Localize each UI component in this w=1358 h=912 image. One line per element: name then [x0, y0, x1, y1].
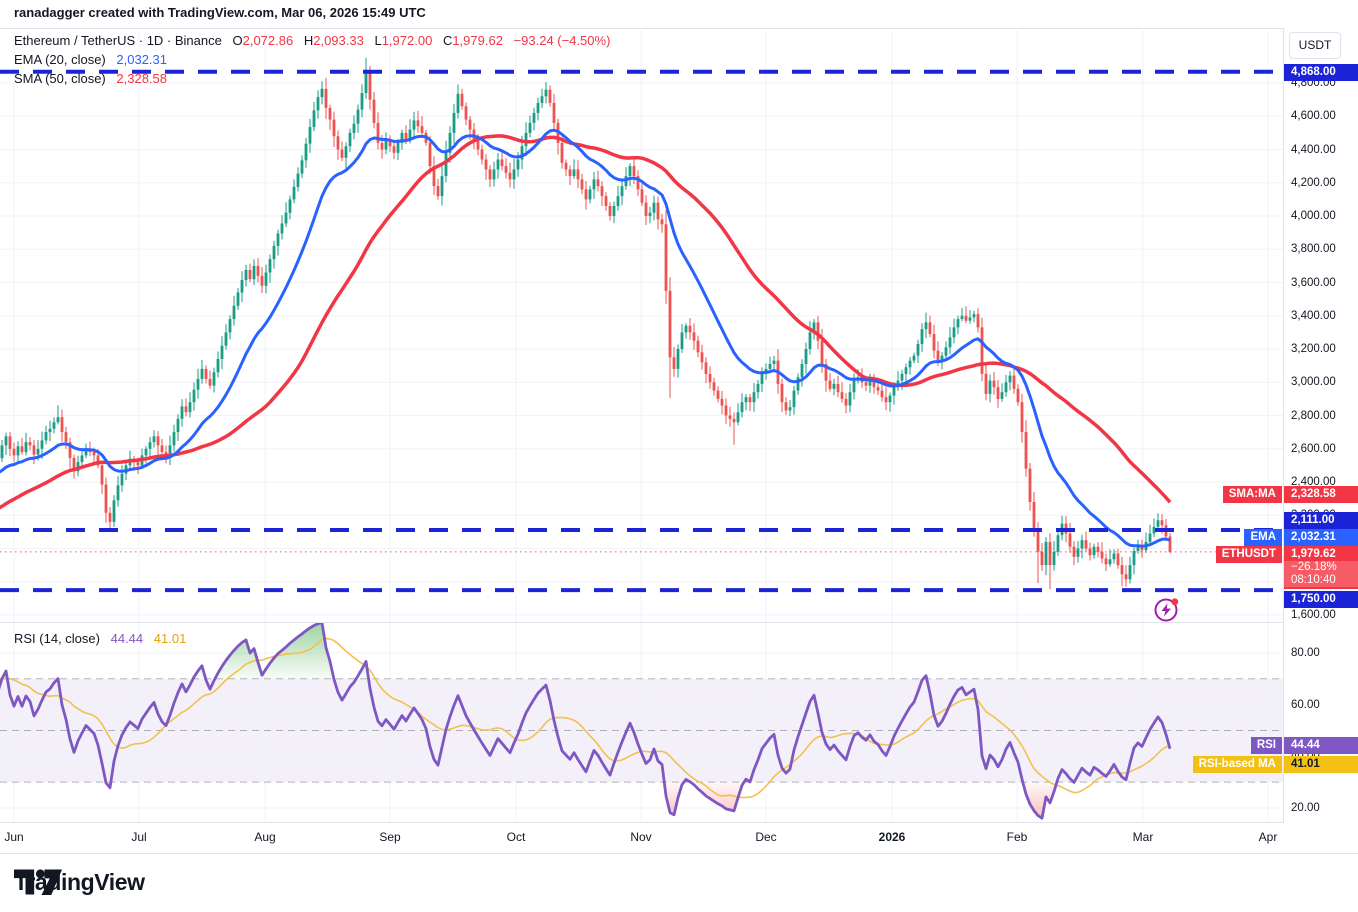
rsi-value-badge: 44.44 — [1284, 736, 1358, 754]
time-axis-label-nov: Nov — [630, 830, 652, 844]
close-value: 1,979.62 — [452, 33, 503, 48]
ema-price-badge: 2,032.31 — [1284, 529, 1358, 547]
rsi-pane-canvas[interactable] — [0, 622, 1283, 822]
time-axis-label-2026: 2026 — [878, 830, 906, 844]
close-label: C — [442, 33, 453, 48]
price-tick-label: 2,400.00 — [1291, 476, 1336, 488]
price-tick-label: 2,800.00 — [1291, 409, 1336, 422]
price-tick-label: 4,600.00 — [1291, 110, 1336, 123]
sma-series-label: SMA:MA — [1222, 485, 1282, 503]
ema-series-label: EMA — [1244, 529, 1282, 547]
attribution-text: ranadagger created with TradingView.com,… — [14, 5, 426, 20]
rsi-ma-value-badge: 41.01 — [1284, 755, 1358, 773]
price-tick-label: 4,200.00 — [1291, 176, 1336, 189]
lightning-alert-icon[interactable] — [1153, 596, 1181, 624]
time-axis-label-apr: Apr — [1258, 830, 1278, 844]
ema-indicator-label[interactable]: EMA (20, close) — [14, 52, 106, 67]
low-value: 1,972.00 — [381, 33, 433, 48]
sma-indicator-value: 2,328.58 — [116, 71, 167, 86]
rsi-ma-value: 41.01 — [153, 631, 187, 646]
price-tick-label: 3,400.00 — [1291, 309, 1336, 322]
legend-main-row[interactable]: Ethereum / TetherUS · 1D · Binance O2,07… — [14, 32, 610, 49]
open-label: O — [232, 33, 243, 48]
time-axis-label-sep: Sep — [379, 830, 401, 844]
level-badge-4868: 4,868.00 — [1284, 63, 1358, 81]
tradingview-logo-icon — [14, 868, 63, 895]
rsi-tick-label: 80.00 — [1291, 647, 1320, 659]
high-label: H — [303, 33, 314, 48]
rsi-value: 44.44 — [110, 631, 144, 646]
price-change-percent: −26.18% — [1284, 560, 1358, 574]
time-axis-label-jul: Jul — [131, 830, 147, 844]
high-value: 2,093.33 — [313, 33, 364, 48]
sma-indicator-label[interactable]: SMA (50, close) — [14, 71, 106, 86]
symbol-legend: Ethereum / TetherUS · 1D · Binance O2,07… — [14, 32, 610, 89]
low-label: L — [374, 33, 382, 48]
symbol-title[interactable]: Ethereum / TetherUS · 1D · Binance — [14, 33, 222, 48]
price-pane-canvas[interactable] — [0, 28, 1283, 622]
rsi-tick-label: 20.00 — [1291, 801, 1320, 814]
legend-ema-row[interactable]: EMA (20, close) 2,032.31 — [14, 51, 610, 68]
rsi-indicator-label[interactable]: RSI (14, close) — [14, 631, 100, 646]
level-badge-2111: 2,111.00 — [1284, 512, 1358, 530]
rsi-legend[interactable]: RSI (14, close) 44.44 41.01 — [14, 631, 186, 646]
price-tick-label: 3,800.00 — [1291, 243, 1336, 256]
last-price: 1,979.62 — [1291, 547, 1336, 560]
rsi-tick-label: 60.00 — [1291, 698, 1320, 711]
price-tick-label: 3,600.00 — [1291, 276, 1336, 289]
time-axis-label-dec: Dec — [755, 830, 777, 844]
tradingview-branding[interactable]: TradingView — [14, 862, 145, 902]
time-axis-label-jun: Jun — [4, 830, 24, 844]
rsi-series-label: RSI — [1250, 736, 1282, 754]
symbol-series-label: ETHUSDT — [1215, 545, 1282, 563]
time-axis-label-feb: Feb — [1006, 830, 1028, 844]
attribution-bar: ranadagger created with TradingView.com,… — [0, 0, 1358, 28]
currency-toggle-button[interactable]: USDT — [1289, 32, 1341, 59]
bar-countdown: 08:10:40 — [1284, 573, 1358, 587]
price-tick-label: 3,000.00 — [1291, 376, 1336, 389]
price-tick-label: 4,000.00 — [1291, 210, 1336, 222]
chart-area — [0, 28, 1358, 853]
time-axis-label-oct: Oct — [506, 830, 526, 844]
open-value: 2,072.86 — [242, 33, 294, 48]
price-scale[interactable]: USDT 4,800.00 4,600.00 4,400.00 4,200.00 4,0… — [1284, 28, 1358, 852]
sma-price-badge: 2,328.58 — [1284, 485, 1358, 503]
rsi-ma-series-label: RSI-based MA — [1192, 755, 1282, 773]
time-axis-label-mar: Mar — [1132, 830, 1154, 844]
price-tick-label: 1,600.00 — [1291, 609, 1336, 621]
level-badge-1750: 1,750.00 — [1284, 591, 1358, 609]
change-value: −93.24 (−4.50%) — [513, 33, 611, 48]
price-tick-label: 4,400.00 — [1291, 143, 1336, 156]
last-price-badge: 1,979.62 −26.18% 08:10:40 — [1284, 545, 1358, 589]
price-tick-label: 3,200.00 — [1291, 343, 1336, 355]
time-scale[interactable]: Jun Jul Aug Sep Oct Nov Dec 2026 Feb Mar Apr — [0, 822, 1358, 854]
ema-indicator-value: 2,032.31 — [116, 52, 167, 67]
tradingview-logo-text: TradingView — [14, 868, 145, 895]
price-scale-border — [1283, 28, 1284, 852]
legend-sma-row[interactable]: SMA (50, close) 2,328.58 — [14, 70, 610, 87]
price-tick-label: 2,600.00 — [1291, 442, 1336, 455]
pane-separator[interactable] — [0, 622, 1358, 623]
time-axis-label-aug: Aug — [254, 830, 276, 844]
